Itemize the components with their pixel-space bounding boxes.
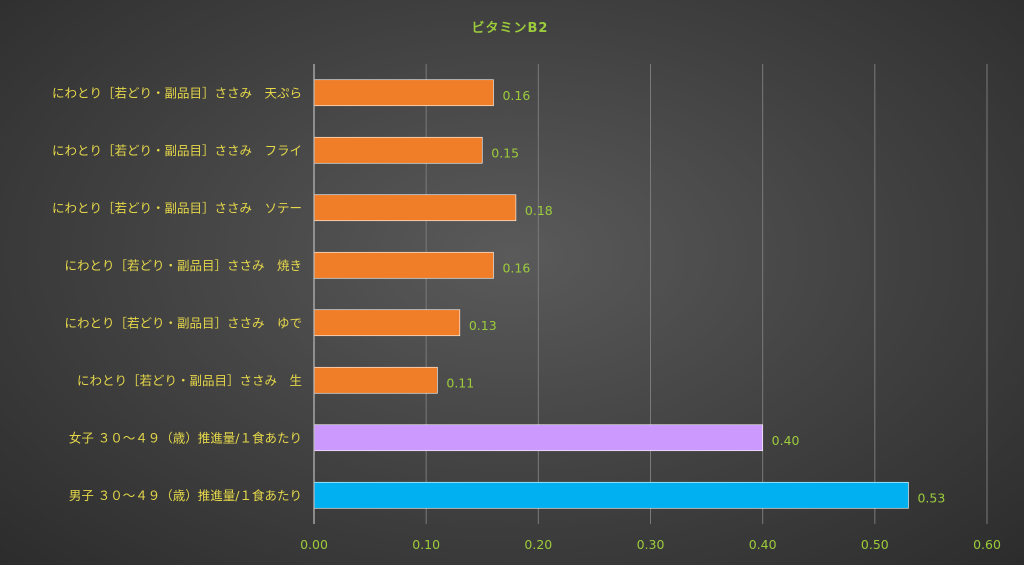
data-labels: 0.16 0.15 0.18 0.16 0.13 0.11 0.40 0.53	[446, 88, 945, 506]
x-tick-label: 0.60	[973, 537, 1001, 552]
data-label: 0.16	[502, 88, 530, 103]
bar	[313, 366, 438, 394]
bar	[313, 309, 461, 337]
category-label: にわとり［若どり・副品目］ささみ 天ぷら	[52, 85, 302, 100]
data-label: 0.40	[772, 433, 800, 448]
bar	[313, 481, 909, 509]
data-label: 0.18	[525, 203, 553, 218]
category-label: 女子 ３０～４９（歳）推進量/１食あたり	[69, 430, 302, 445]
category-label: にわとり［若どり・副品目］ささみ フライ	[52, 143, 302, 158]
x-tick-label: 0.50	[861, 537, 889, 552]
category-label: 男子 ３０～４９（歳）推進量/１食あたり	[69, 488, 302, 503]
x-tick-label: 0.10	[412, 537, 440, 552]
bar	[313, 424, 763, 452]
category-label: にわとり［若どり・副品目］ささみ 生	[77, 373, 302, 388]
bars	[313, 79, 909, 509]
chart-title: ビタミンB2	[472, 20, 549, 36]
bar	[313, 251, 494, 279]
x-tick-label: 0.00	[300, 537, 328, 552]
data-label: 0.53	[917, 490, 945, 505]
category-label: にわとり［若どり・副品目］ささみ ゆで	[64, 315, 302, 330]
data-label: 0.11	[446, 375, 474, 390]
gridlines	[425, 64, 988, 524]
x-axis-ticks: 0.00 0.10 0.20 0.30 0.40 0.50 0.60	[300, 537, 1001, 552]
x-tick-label: 0.40	[749, 537, 777, 552]
bar	[313, 136, 483, 164]
bar	[313, 79, 494, 107]
bar	[313, 194, 517, 222]
category-label: にわとり［若どり・副品目］ささみ ソテー	[52, 200, 302, 215]
data-label: 0.13	[469, 318, 497, 333]
data-label: 0.16	[502, 260, 530, 275]
x-tick-label: 0.30	[637, 537, 665, 552]
x-tick-label: 0.20	[524, 537, 552, 552]
data-label: 0.15	[491, 145, 519, 160]
category-label: にわとり［若どり・副品目］ささみ 焼き	[64, 258, 302, 273]
